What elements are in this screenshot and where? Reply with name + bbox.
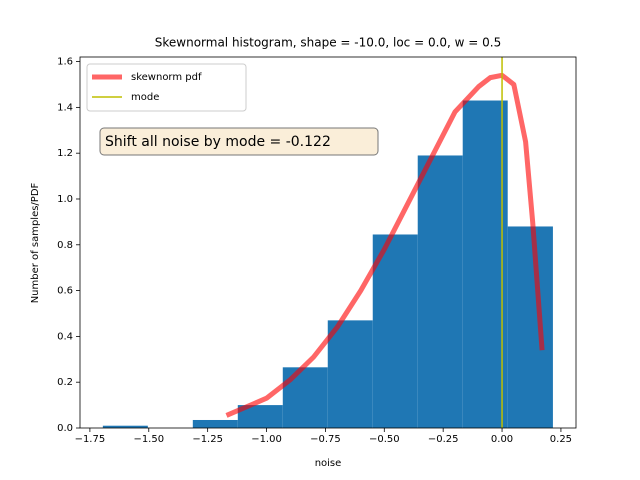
axes-frame [79,56,577,429]
x-axis-label: noise [315,458,342,469]
bar [282,367,328,428]
plot-area [102,57,553,428]
x-tick-label: −1.50 [133,434,164,445]
y-tick-label: 0.4 [57,331,73,342]
x-tick-label: −0.75 [310,434,341,445]
y-tick-label: 0.6 [57,286,73,297]
y-tick-label: 0.8 [57,240,73,251]
legend-label: skewnorm pdf [131,72,202,83]
x-tick-label: 0.25 [550,434,572,445]
x-tick-label: 0.00 [491,434,513,445]
bar [237,405,283,428]
y-tick-label: 1.0 [57,194,73,205]
x-tick-label: −1.00 [251,434,282,445]
y-axis-label: Number of samples/PDF [30,182,41,303]
annotation-box [99,127,379,156]
x-tick-label: −1.75 [75,434,106,445]
y-tick-label: 0.2 [57,377,73,388]
bar [507,226,553,428]
bar [102,425,148,428]
bar [417,155,463,428]
y-tick-label: 1.4 [57,102,73,113]
bar [192,419,238,428]
bar [462,100,508,428]
bar [327,320,373,428]
x-tick-label: −0.25 [428,434,459,445]
pdf-line [225,72,545,418]
x-tick-label: −0.50 [369,434,400,445]
y-tick-label: 1.6 [57,57,73,68]
bar [372,234,418,428]
legend-box [86,63,247,112]
legend-label: mode [131,92,159,103]
annotation: Shift all noise by mode = -0.122 [105,134,331,150]
y-tick-label: 1.2 [57,148,73,159]
x-tick-label: −1.25 [192,434,223,445]
y-tick-label: 0.0 [57,423,73,434]
chart-title: Skewnormal histogram, shape = -10.0, loc… [155,36,501,50]
